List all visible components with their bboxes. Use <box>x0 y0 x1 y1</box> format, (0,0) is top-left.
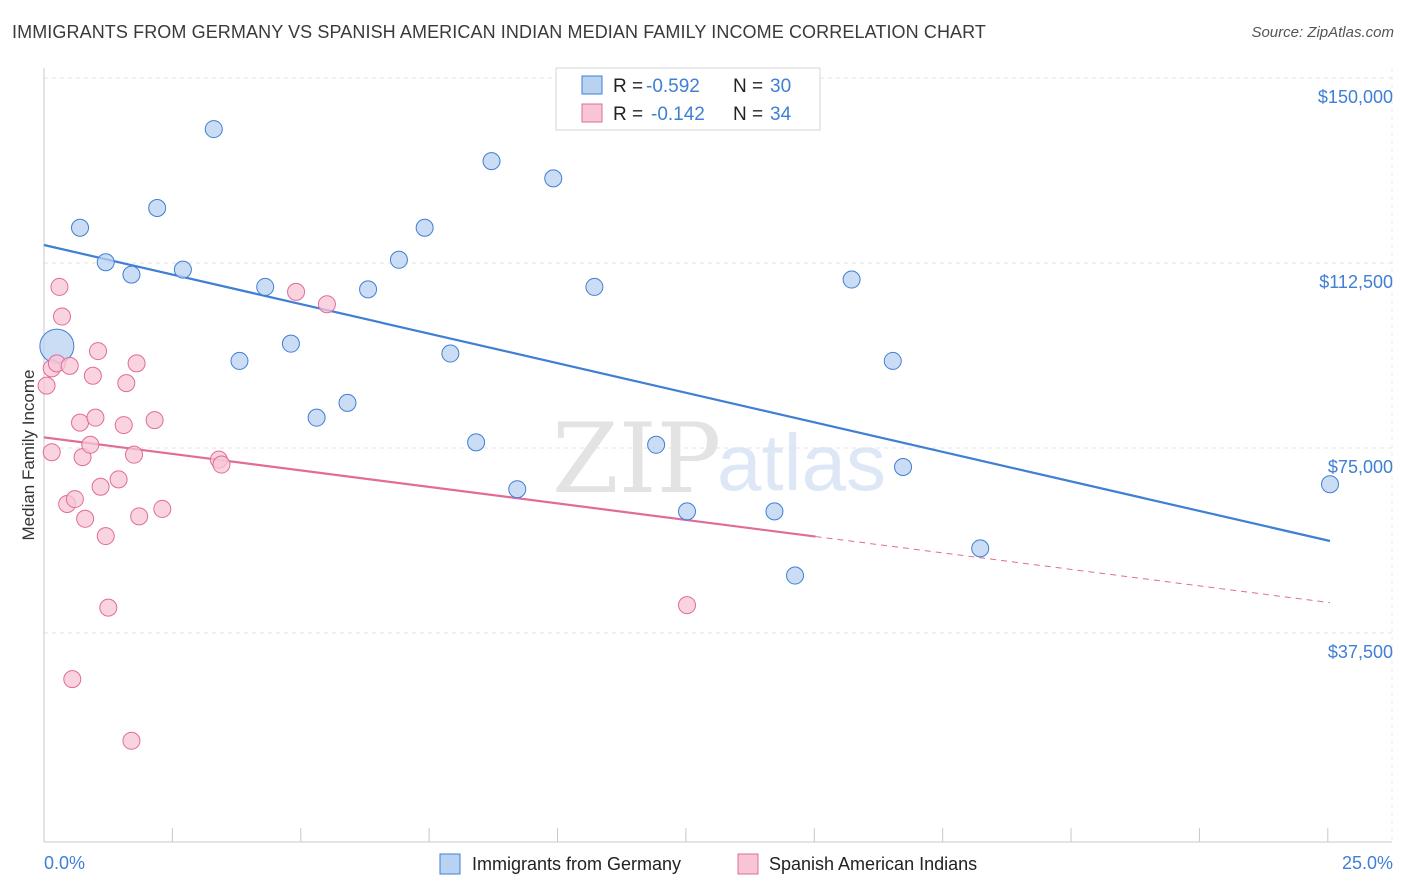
x-tick-label-1: 25.0% <box>1342 853 1393 873</box>
y-tick-label-2: $112,500 <box>1319 272 1393 292</box>
legend-r-label-1: R = <box>613 76 643 97</box>
trend-line-blue <box>43 243 1331 543</box>
legend-box: R = -0.592 N = 30 R = -0.142 N = 34 <box>555 67 821 131</box>
point-blue-24 <box>786 566 805 585</box>
legend-n-value-2: 34 <box>770 104 792 125</box>
point-blue-14 <box>415 218 434 237</box>
point-pink-19 <box>99 598 118 617</box>
point-blue-3 <box>122 265 141 284</box>
bottom-legend: Immigrants from Germany Spanish American… <box>439 853 977 875</box>
chart-title: IMMIGRANTS FROM GERMANY VS SPANISH AMERI… <box>12 22 987 42</box>
watermark-zip: ZIP <box>552 403 721 515</box>
gridlines <box>44 77 1392 634</box>
point-pink-4 <box>50 277 69 296</box>
legend-r-value-2: -0.142 <box>651 104 705 125</box>
point-blue-29 <box>1321 475 1339 494</box>
point-pink-18 <box>96 527 115 546</box>
legend-swatch-blue <box>581 75 603 95</box>
point-pink-15 <box>86 408 105 427</box>
point-blue-23 <box>765 502 784 521</box>
bottom-legend-swatch-blue <box>439 853 461 875</box>
point-blue-11 <box>338 393 357 412</box>
legend-r-value-1: -0.592 <box>646 76 700 97</box>
point-blue-26 <box>883 351 902 370</box>
point-pink-8 <box>63 670 82 689</box>
point-pink-16 <box>89 342 108 361</box>
legend-n-label-1: N = <box>733 76 763 97</box>
legend-r-label-2: R = <box>613 104 643 125</box>
bottom-legend-swatch-pink <box>737 853 759 875</box>
point-pink-28 <box>153 499 172 518</box>
point-pink-7 <box>60 356 79 375</box>
y-tick-label-3: $150,000 <box>1318 87 1393 107</box>
point-pink-24 <box>125 445 144 464</box>
x-tick-label-0: 0.0% <box>44 853 85 873</box>
point-blue-6 <box>204 120 223 139</box>
point-blue-10 <box>307 408 326 427</box>
point-pink-13 <box>81 435 100 454</box>
point-pink-31 <box>287 282 306 301</box>
point-pink-21 <box>114 416 133 435</box>
point-pink-20 <box>109 470 128 489</box>
point-blue-22 <box>678 502 696 521</box>
point-blue-13 <box>389 250 408 269</box>
y-tick-labels: $37,500 $75,000 $112,500 $150,000 <box>1318 87 1393 662</box>
point-blue-9 <box>281 334 300 353</box>
point-pink-9 <box>65 490 84 509</box>
legend-swatch-pink <box>581 103 603 123</box>
source-label: Source: ZipAtlas.com <box>1251 24 1394 41</box>
x-tick-labels: 0.0% 25.0% <box>44 853 1393 873</box>
point-pink-27 <box>145 411 164 430</box>
y-tick-label-0: $37,500 <box>1328 642 1393 662</box>
point-blue-1 <box>71 218 90 237</box>
data-points <box>37 120 1339 750</box>
watermark-atlas: atlas <box>717 418 886 507</box>
point-pink-14 <box>83 366 102 385</box>
bottom-legend-label-pink: Spanish American Indians <box>769 854 977 874</box>
point-blue-27 <box>894 458 913 476</box>
point-pink-30 <box>212 455 231 474</box>
point-blue-19 <box>544 169 563 188</box>
point-pink-32 <box>317 295 336 314</box>
point-blue-15 <box>441 344 460 363</box>
point-blue-5 <box>173 260 192 279</box>
trend-line-dashed-pink <box>815 536 1331 604</box>
point-pink-12 <box>76 509 95 528</box>
point-pink-10 <box>71 413 90 432</box>
point-blue-16 <box>467 433 486 452</box>
point-blue-8 <box>256 277 275 296</box>
point-blue-17 <box>482 152 501 171</box>
point-pink-22 <box>117 374 136 393</box>
point-pink-33 <box>678 596 696 615</box>
legend-n-value-1: 30 <box>770 76 791 97</box>
point-blue-4 <box>148 199 167 217</box>
point-pink-2 <box>42 443 61 462</box>
point-pink-26 <box>130 507 149 526</box>
y-axis-label: Median Family Income <box>19 369 38 540</box>
watermark: ZIP atlas <box>552 403 886 515</box>
legend-n-label-2: N = <box>733 104 763 125</box>
point-blue-2 <box>96 253 115 272</box>
point-blue-12 <box>359 280 378 299</box>
point-pink-17 <box>91 477 110 496</box>
point-blue-21 <box>647 435 666 454</box>
point-blue-25 <box>842 270 861 289</box>
point-blue-20 <box>585 277 604 296</box>
y-tick-label-1: $75,000 <box>1328 457 1393 477</box>
point-pink-23 <box>122 731 141 750</box>
point-pink-25 <box>127 354 146 373</box>
point-blue-7 <box>230 351 249 370</box>
point-pink-0 <box>37 376 56 395</box>
point-blue-18 <box>508 480 527 499</box>
point-pink-5 <box>53 307 72 326</box>
bottom-legend-label-blue: Immigrants from Germany <box>472 854 681 874</box>
point-blue-28 <box>971 539 990 558</box>
